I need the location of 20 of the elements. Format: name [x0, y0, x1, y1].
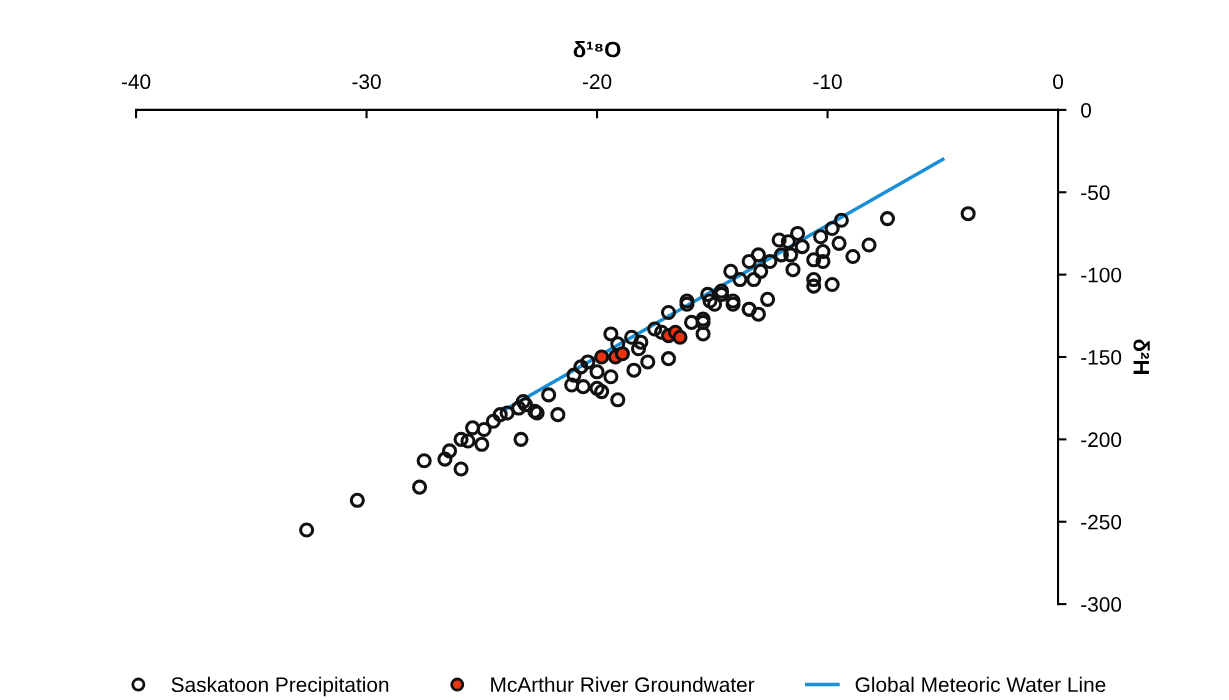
x-tick-label: -30: [352, 74, 381, 90]
y-tick-label: -200: [1081, 432, 1122, 448]
y-tick-label: -50: [1081, 185, 1110, 201]
x-tick-label: -10: [813, 74, 842, 90]
x-tick-label: -40: [121, 74, 151, 90]
legend-label: Saskatoon Precipitation: [171, 676, 389, 697]
y-tick-label: 0: [1081, 102, 1092, 118]
x-tick-label: -20: [582, 74, 612, 90]
y-tick-label: -150: [1081, 350, 1122, 365]
y-tick-label: -100: [1081, 267, 1122, 283]
x-axis-title: δ¹⁸O: [573, 41, 621, 58]
y-tick-label: -300: [1081, 597, 1122, 612]
point: [614, 346, 630, 362]
point: [672, 329, 688, 345]
point: [594, 349, 610, 365]
x-tick-label: 0: [1053, 74, 1064, 90]
y-axis-title: δ²H: [1133, 339, 1150, 374]
legend-label: Global Meteoric Water Line: [855, 676, 1106, 693]
legend-label: McArthur River Groundwater: [491, 676, 755, 693]
y-tick-label: -250: [1081, 514, 1122, 530]
